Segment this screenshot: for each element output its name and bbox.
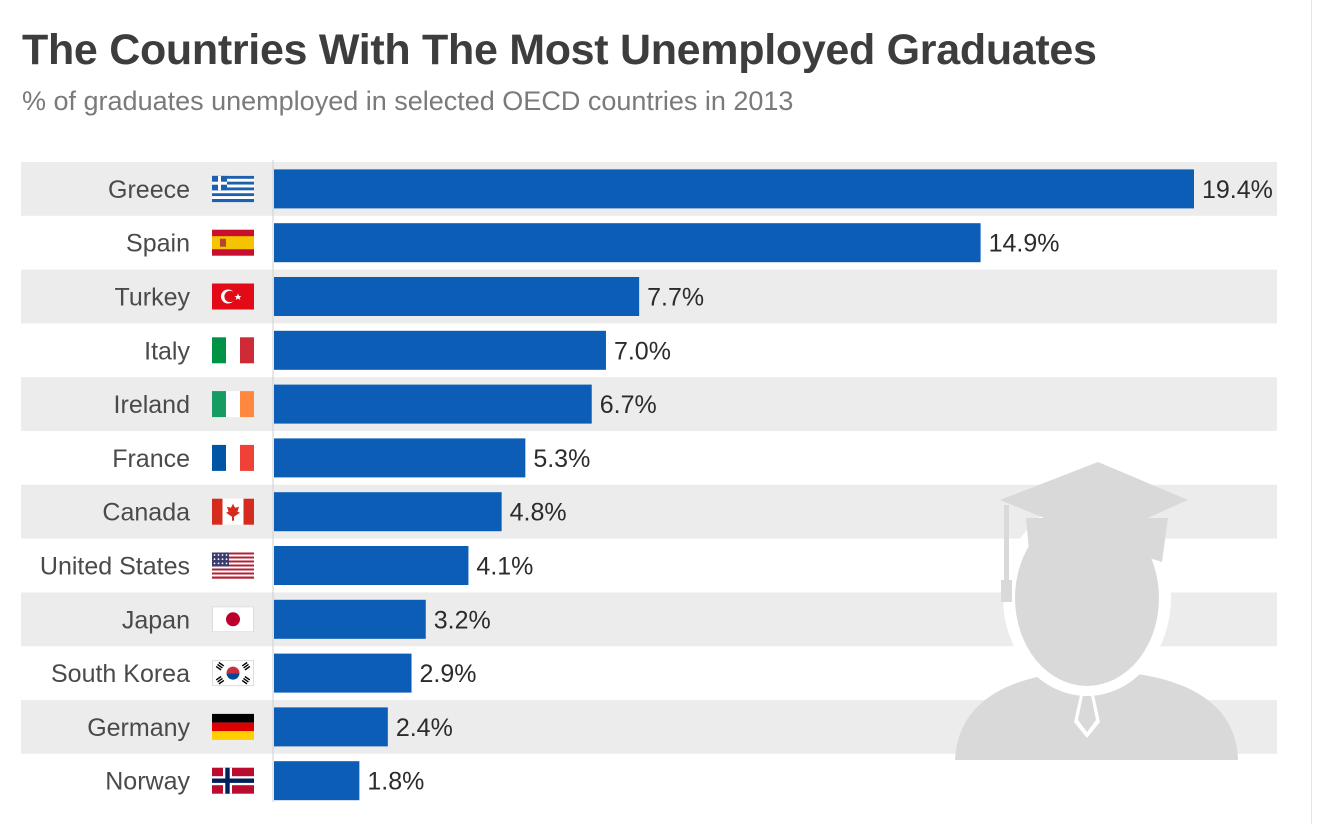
value-label-united-states: 4.1% [476, 553, 533, 581]
value-label-greece: 19.4% [1202, 176, 1273, 204]
category-label-group: Greece Spain Turkey Italy Ireland France Canad… [40, 176, 191, 796]
value-label-italy: 7.0% [614, 337, 671, 365]
bar-turkey [274, 277, 640, 316]
bar-germany [274, 707, 388, 747]
category-label-italy: Italy [144, 337, 190, 365]
category-label-france: France [112, 445, 190, 473]
germany-flag-icon [212, 713, 254, 740]
bar-south-korea [274, 653, 412, 693]
value-label-south-korea: 2.9% [420, 660, 477, 688]
category-label-ireland: Ireland [114, 391, 190, 419]
united-states-flag-icon [212, 552, 254, 579]
bar-united-states [274, 546, 469, 585]
chart-title: The Countries With The Most Unemployed G… [22, 26, 1097, 74]
chart-subtitle: % of graduates unemployed in selected OE… [22, 86, 794, 116]
greece-flag-icon [212, 175, 254, 203]
category-label-germany: Germany [87, 714, 190, 742]
category-label-turkey: Turkey [115, 284, 191, 312]
japan-flag-icon [212, 606, 254, 633]
category-label-canada: Canada [102, 499, 190, 527]
france-flag-icon [212, 444, 254, 471]
category-label-south-korea: South Korea [51, 660, 190, 688]
value-label-ireland: 6.7% [600, 391, 657, 419]
bar-spain [274, 223, 981, 263]
right-frame-line [1311, 0, 1312, 824]
flag-group [212, 175, 254, 794]
bar-japan [274, 599, 426, 639]
value-label-japan: 3.2% [434, 606, 491, 634]
value-label-spain: 14.9% [989, 230, 1060, 258]
category-label-greece: Greece [108, 176, 190, 204]
category-label-norway: Norway [105, 768, 190, 796]
south-korea-flag-icon [212, 660, 254, 687]
value-label-france: 5.3% [533, 445, 590, 473]
bar-norway [274, 761, 360, 801]
value-label-norway: 1.8% [367, 768, 424, 796]
value-label-group: 19.4% 14.9% 7.7% 7.0% 6.7% 5.3% 4.8% 4.1% 3.2% 2.… [367, 176, 1273, 796]
bar-greece [274, 169, 1194, 209]
ireland-flag-icon [212, 391, 254, 418]
bar-canada [274, 492, 502, 532]
graduate-silhouette-icon [955, 462, 1238, 760]
bar-italy [274, 330, 606, 370]
canada-flag-icon [212, 498, 254, 525]
bar-ireland [274, 384, 592, 424]
category-label-spain: Spain [126, 230, 190, 258]
bar-france [274, 438, 526, 478]
spain-flag-icon [212, 229, 254, 256]
italy-flag-icon [212, 337, 254, 364]
bar-group [274, 169, 1194, 801]
value-label-canada: 4.8% [510, 499, 567, 527]
value-label-turkey: 7.7% [647, 284, 704, 312]
turkey-flag-icon [212, 283, 254, 310]
category-label-united-states: United States [40, 553, 190, 581]
value-label-germany: 2.4% [396, 714, 453, 742]
norway-flag-icon [212, 767, 254, 794]
category-label-japan: Japan [122, 606, 190, 634]
